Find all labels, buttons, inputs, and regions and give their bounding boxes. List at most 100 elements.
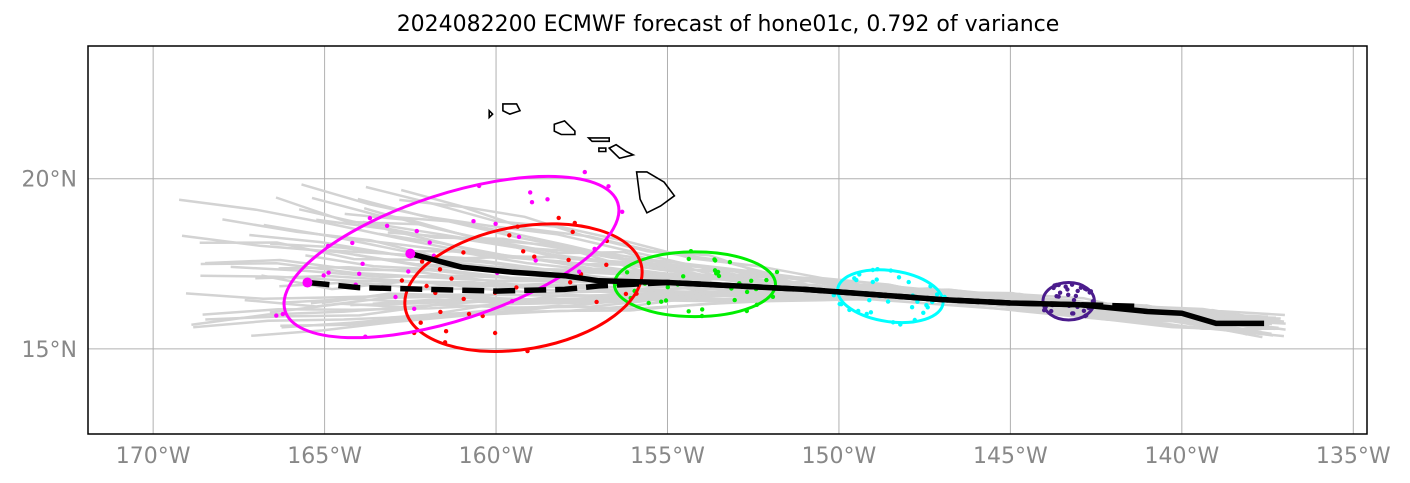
cluster-point	[1057, 290, 1063, 295]
cluster-point	[582, 169, 587, 175]
cluster-point	[471, 219, 476, 224]
lat-tick-label: 20°N	[22, 168, 77, 193]
cluster-point	[466, 311, 472, 317]
cluster-point	[732, 297, 737, 303]
axis-tick-labels: 170°W 165°W 160°W 155°W 150°W 145°W 140°W 135°W…	[22, 168, 1391, 469]
cluster-point	[437, 267, 443, 272]
cluster-point	[528, 190, 533, 195]
cluster-point	[577, 269, 582, 274]
cluster-point	[443, 329, 449, 334]
cluster-point	[686, 309, 691, 314]
cluster-point	[870, 279, 875, 285]
cluster-point	[700, 307, 705, 312]
lon-tick-label: 155°W	[630, 444, 705, 469]
lat-tick-label: 15°N	[22, 338, 77, 363]
cluster-point	[623, 291, 629, 297]
cluster-point	[399, 278, 405, 283]
cluster-point	[357, 271, 362, 276]
cluster-point	[909, 305, 915, 310]
cluster-point	[514, 285, 519, 290]
cluster-ellipse	[282, 174, 621, 340]
cluster-point	[412, 306, 417, 311]
cluster-point	[532, 254, 537, 259]
cluster-point	[1066, 292, 1071, 297]
cluster-point	[1081, 308, 1087, 313]
cluster-point	[896, 275, 902, 280]
cluster-ellipse	[612, 250, 778, 319]
cluster-point	[566, 257, 571, 263]
cluster-ellipse	[836, 268, 945, 324]
cluster-point	[868, 310, 874, 315]
island-hawaii-outline	[635, 171, 676, 214]
cluster-point	[686, 256, 691, 262]
cluster-ellipse	[403, 222, 644, 353]
cluster-point	[326, 270, 331, 275]
island-molokai-outline	[586, 137, 610, 143]
cluster-point	[921, 310, 926, 315]
cluster-point	[568, 280, 573, 285]
cluster-point	[1049, 308, 1054, 314]
cluster-point	[727, 259, 733, 265]
cluster-point	[854, 277, 859, 283]
track-start-marker	[405, 248, 416, 259]
cluster-point	[665, 285, 670, 290]
cluster-point	[885, 299, 891, 304]
cluster-point	[716, 273, 722, 279]
cluster-point	[521, 249, 526, 254]
cluster-point	[427, 240, 432, 245]
cluster-point	[438, 309, 443, 315]
plot-frame	[87, 45, 1368, 435]
cluster-point	[545, 197, 550, 202]
cluster-point	[606, 184, 611, 189]
cluster-point	[461, 250, 466, 255]
island-lanai-outline	[598, 147, 607, 153]
cluster-point	[744, 289, 750, 295]
cluster-point	[714, 271, 719, 276]
island-oahu-outline	[553, 119, 576, 136]
cluster-point	[556, 215, 561, 221]
plot-background	[88, 46, 1367, 434]
hawaii-coastlines	[488, 103, 676, 214]
track-start-marker	[302, 277, 313, 288]
cluster-point	[867, 298, 872, 303]
lon-tick-label: 145°W	[973, 444, 1048, 469]
cluster-point	[492, 330, 498, 336]
cluster-point	[529, 200, 535, 205]
cluster-point	[393, 294, 398, 300]
cluster-point	[406, 269, 411, 274]
cluster-point	[516, 234, 522, 240]
cluster-point	[624, 270, 630, 275]
lon-tick-label: 160°W	[459, 444, 534, 469]
cluster-point	[1070, 311, 1075, 316]
mean-tracks	[302, 248, 1265, 327]
cluster-point	[424, 283, 429, 289]
island-kauai-outline	[502, 103, 522, 115]
cluster-point	[360, 261, 365, 266]
cluster-point	[419, 259, 425, 264]
cluster-point	[749, 278, 754, 283]
cluster-point	[321, 273, 326, 278]
lon-tick-label: 140°W	[1144, 444, 1219, 469]
cluster-point	[350, 240, 355, 246]
mean-track-dashed	[307, 279, 1138, 310]
cluster-point	[507, 233, 512, 238]
cluster-point	[604, 262, 609, 267]
cluster-point	[1075, 288, 1080, 294]
cluster-point	[925, 305, 930, 310]
cluster-ellipses	[282, 174, 1096, 353]
cluster-point	[1063, 284, 1068, 289]
cluster-point	[461, 296, 466, 302]
cluster-point	[646, 300, 651, 306]
cluster-point	[384, 223, 390, 228]
cluster-point	[774, 269, 780, 275]
island-niihau-outline	[488, 108, 494, 120]
cluster-point	[764, 277, 769, 283]
cluster-point	[533, 258, 538, 263]
lon-tick-label: 165°W	[287, 444, 362, 469]
cluster-point	[906, 279, 911, 285]
cluster-point	[414, 228, 419, 234]
cluster-point	[418, 320, 423, 325]
cluster-point	[934, 292, 940, 297]
cluster-point	[280, 311, 285, 317]
